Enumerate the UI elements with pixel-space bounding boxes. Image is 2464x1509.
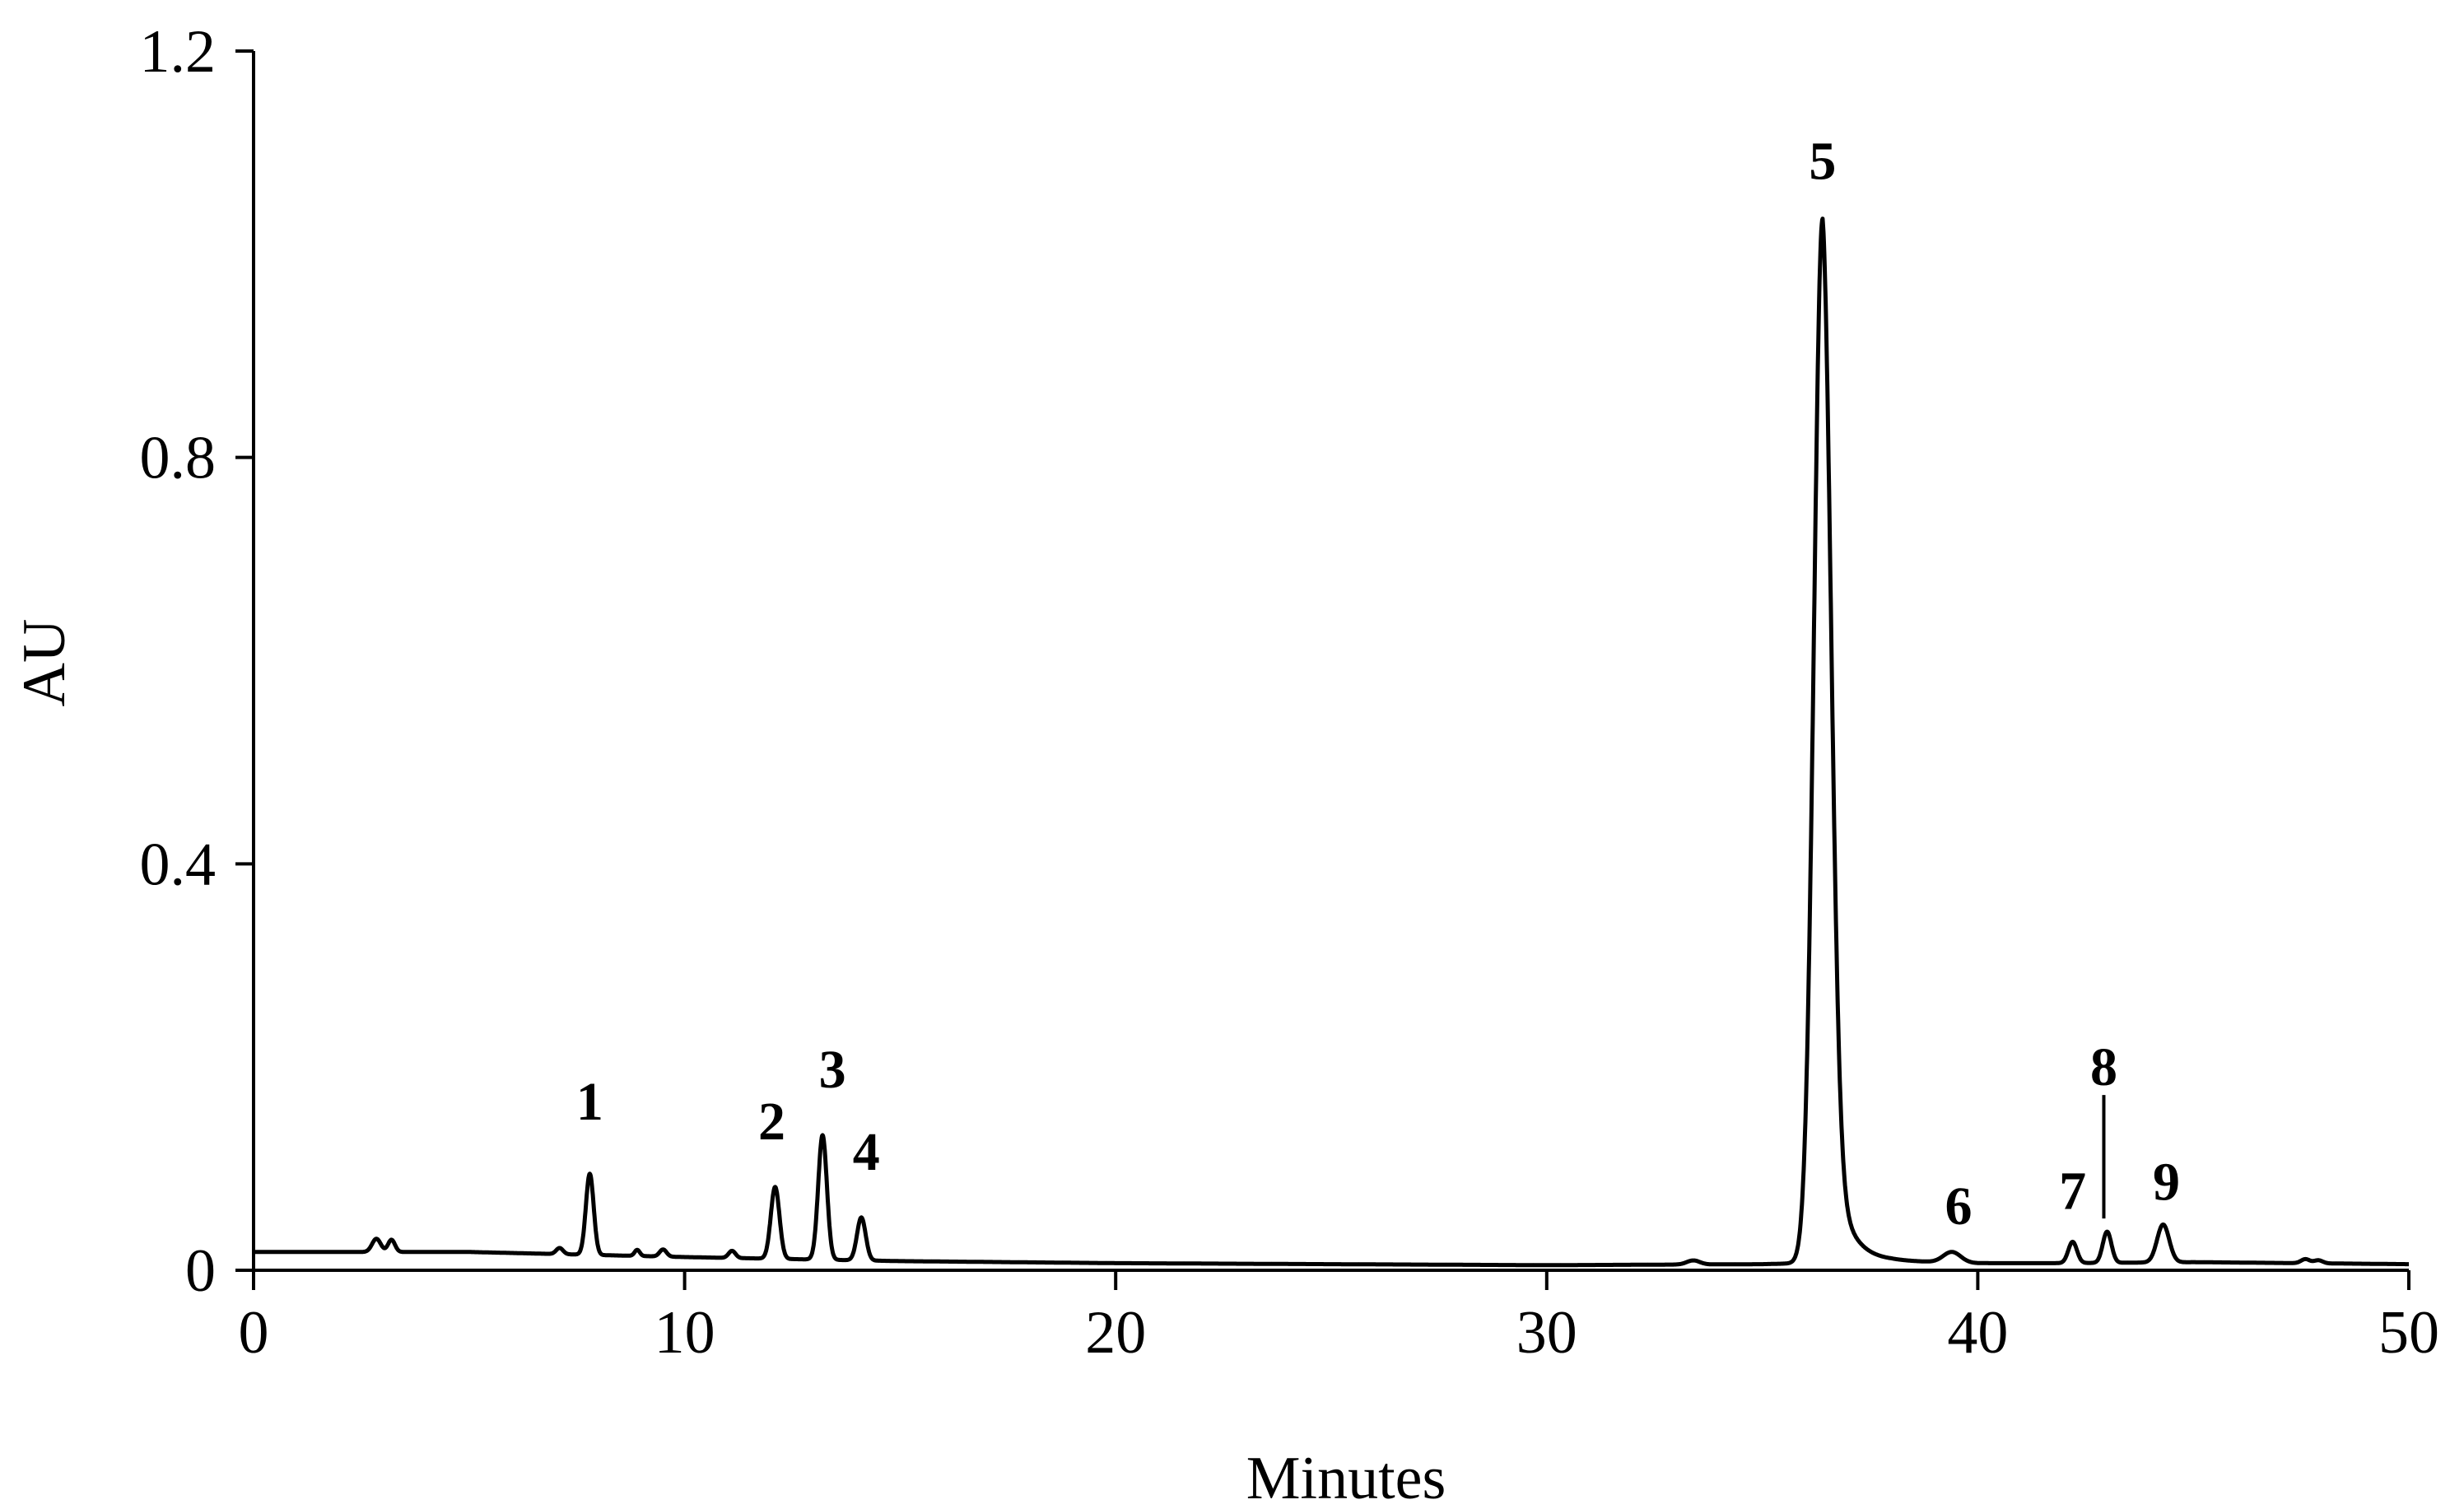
x-tick-label: 30 <box>1516 1299 1577 1367</box>
peak-label-6: 6 <box>1945 1176 1972 1237</box>
y-tick-label: 0.4 <box>140 831 217 898</box>
x-axis-ticks: 0 10 20 30 40 50 <box>239 1270 2439 1367</box>
x-tick-label: 10 <box>654 1299 715 1367</box>
chromatogram-trace <box>252 217 2410 1268</box>
peak-label-1: 1 <box>576 1072 603 1132</box>
axes <box>252 51 2409 1272</box>
y-tick-label: 0.8 <box>140 425 217 492</box>
y-tick-label: 0 <box>185 1237 216 1305</box>
peak-label-9: 9 <box>2153 1152 2180 1212</box>
x-tick-label: 50 <box>2378 1299 2439 1367</box>
peak-label-5: 5 <box>1809 132 1836 192</box>
peak-label-4: 4 <box>853 1122 880 1182</box>
y-axis-ticks: 0 0.4 0.8 1.2 <box>140 18 254 1305</box>
x-tick-label: 20 <box>1085 1299 1146 1367</box>
x-tick-label: 40 <box>1947 1299 2008 1367</box>
peak-label-7: 7 <box>2059 1161 2086 1221</box>
peak-label-3: 3 <box>819 1040 846 1100</box>
y-axis-title: AU <box>11 619 78 707</box>
x-axis-title: Minutes <box>1246 1445 1446 1509</box>
peak-label-8: 8 <box>2090 1037 2117 1097</box>
x-tick-label: 0 <box>239 1299 269 1367</box>
y-tick-label: 1.2 <box>140 18 217 86</box>
peak-labels: 1 234 5 6 7 89 <box>576 132 2180 1237</box>
peak-label-2: 2 <box>758 1092 785 1152</box>
